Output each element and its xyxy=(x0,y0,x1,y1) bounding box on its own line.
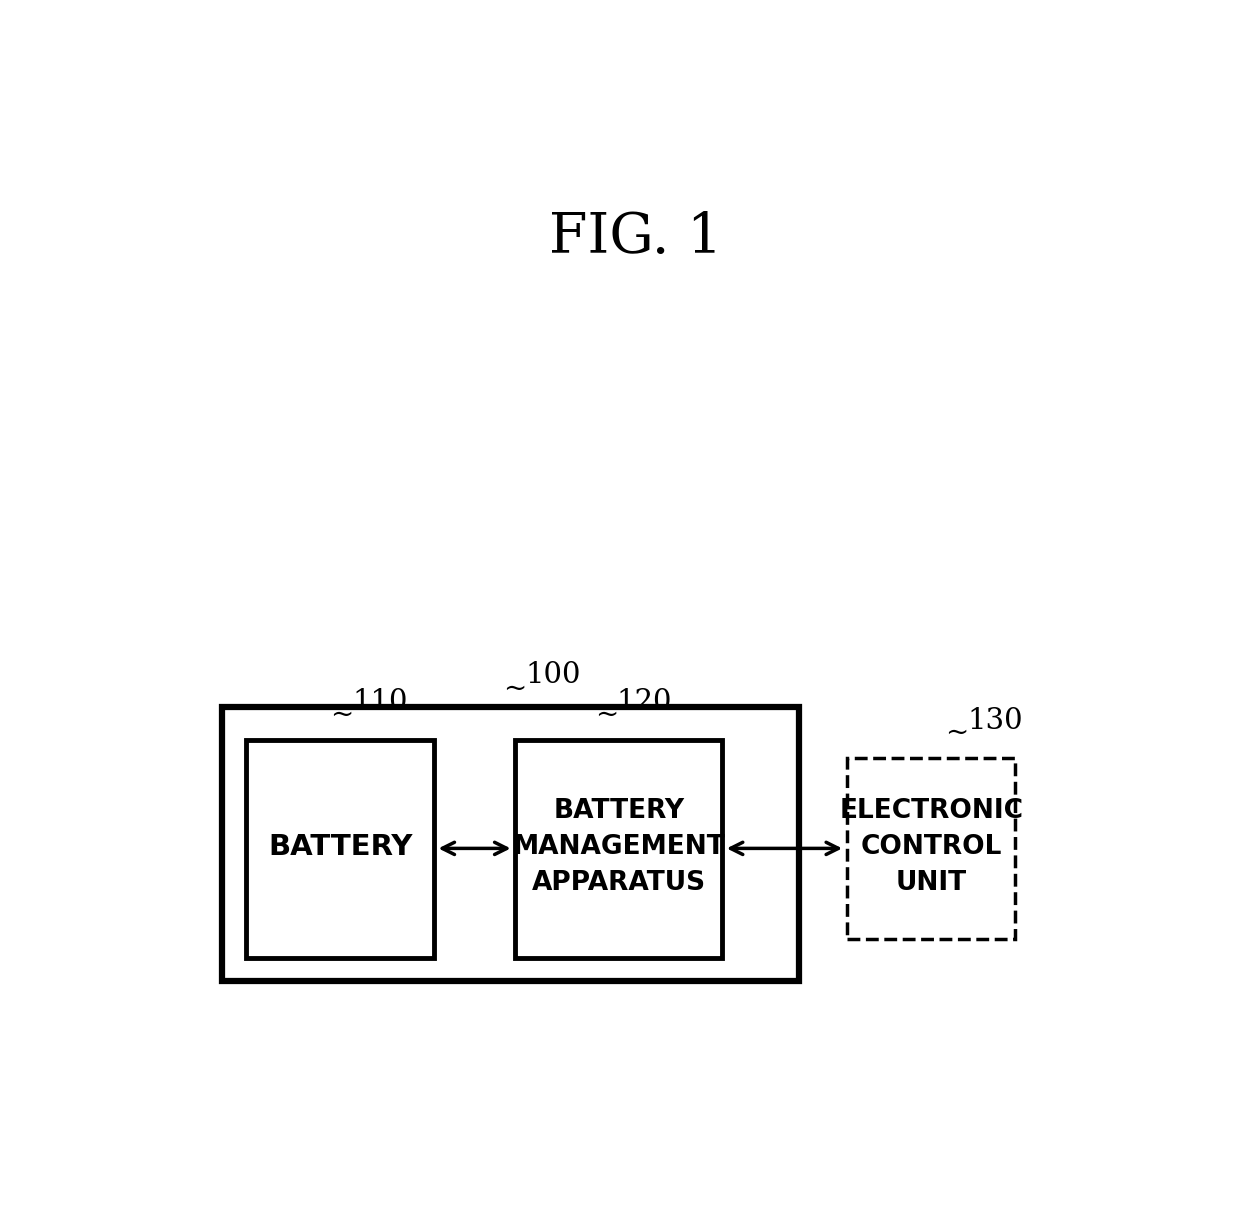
Text: 130: 130 xyxy=(967,707,1023,735)
Text: BATTERY
MANAGEMENT
APPARATUS: BATTERY MANAGEMENT APPARATUS xyxy=(513,798,725,896)
Text: ~: ~ xyxy=(945,721,968,747)
Text: 120: 120 xyxy=(616,688,672,717)
Text: ~: ~ xyxy=(595,701,619,729)
Text: 110: 110 xyxy=(352,688,408,717)
Bar xyxy=(222,707,799,981)
Bar xyxy=(247,740,434,958)
Bar xyxy=(847,758,1016,939)
Text: ~: ~ xyxy=(330,701,353,729)
Text: FIG. 1: FIG. 1 xyxy=(549,210,722,264)
Bar xyxy=(516,740,722,958)
Text: BATTERY: BATTERY xyxy=(268,833,413,861)
Text: 100: 100 xyxy=(525,660,580,688)
Text: ELECTRONIC
CONTROL
UNIT: ELECTRONIC CONTROL UNIT xyxy=(839,798,1023,896)
Text: ~: ~ xyxy=(503,676,526,702)
